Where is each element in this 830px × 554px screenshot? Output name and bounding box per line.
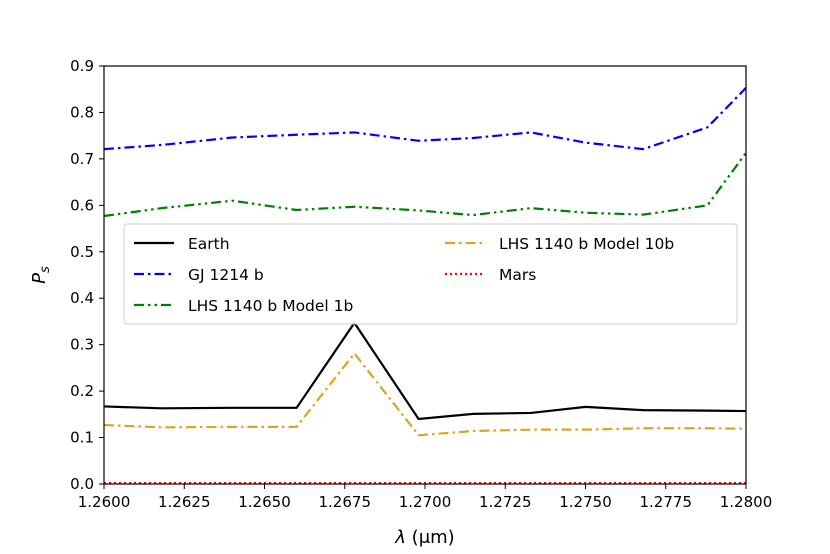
x-tick-label: 1.2600	[78, 493, 131, 511]
x-tick-label: 1.2775	[640, 493, 693, 511]
legend-label: LHS 1140 b Model 1b	[188, 297, 353, 315]
legend-item: Earth	[134, 235, 230, 253]
legend-box	[123, 223, 738, 325]
series-line-2	[104, 87, 746, 151]
legend-label: GJ 1214 b	[188, 266, 264, 284]
x-tick-label: 1.2725	[479, 493, 532, 511]
series-layer	[104, 87, 746, 484]
y-tick-label: 0.2	[70, 382, 94, 400]
legend-label: LHS 1140 b Model 10b	[499, 235, 674, 253]
x-tick-label: 1.2625	[158, 493, 211, 511]
y-tick-label: 0.5	[70, 243, 94, 261]
y-tick-label: 0.6	[70, 196, 94, 214]
legend-item: Mars	[445, 266, 536, 284]
x-tick-label: 1.2675	[319, 493, 372, 511]
x-axis-ticks: 1.2600 1.2625 1.2650 1.2675 1.2700 1.2725 1.27…	[78, 484, 773, 511]
legend-item: LHS 1140 b Model 1b	[134, 297, 353, 315]
y-axis-ticks: 0.0 0.1 0.2 0.3 0.4 0.5 0.6 0.7 0.8 0.9	[70, 57, 104, 493]
legend-label: Mars	[499, 266, 536, 284]
y-tick-label: 0.3	[70, 336, 94, 354]
series-line-3	[104, 152, 746, 218]
y-tick-label: 0.9	[70, 57, 94, 75]
legend-item: GJ 1214 b	[134, 266, 264, 284]
y-axis-label-sub: s	[38, 266, 53, 273]
y-tick-label: 0.1	[70, 429, 94, 447]
x-tick-label: 1.2650	[238, 493, 291, 511]
legend-item: LHS 1140 b Model 10b	[445, 235, 674, 253]
x-tick-label: 1.2800	[720, 493, 773, 511]
y-axis-label: Ps	[29, 266, 53, 284]
x-axis-label-symbol: λ	[394, 527, 406, 548]
x-axis-label: λ (μm)	[394, 527, 454, 548]
y-tick-label: 0.4	[70, 289, 94, 307]
y-axis-label-main: P	[29, 273, 50, 284]
x-tick-label: 1.2700	[399, 493, 452, 511]
series-line-1	[104, 320, 746, 421]
x-axis-label-unit: (μm)	[412, 527, 455, 548]
y-tick-label: 0.0	[70, 475, 94, 493]
x-tick-label: 1.2750	[559, 493, 612, 511]
y-tick-label: 0.7	[70, 150, 94, 168]
legend-label: Earth	[188, 235, 230, 253]
series-line-4	[104, 351, 746, 437]
legend-items: Earth GJ 1214 b LHS 1140 b Model 1b LHS 114…	[134, 235, 674, 315]
legend: Earth GJ 1214 b LHS 1140 b Model 1b LHS 114…	[123, 223, 738, 325]
y-tick-label: 0.8	[70, 103, 94, 121]
